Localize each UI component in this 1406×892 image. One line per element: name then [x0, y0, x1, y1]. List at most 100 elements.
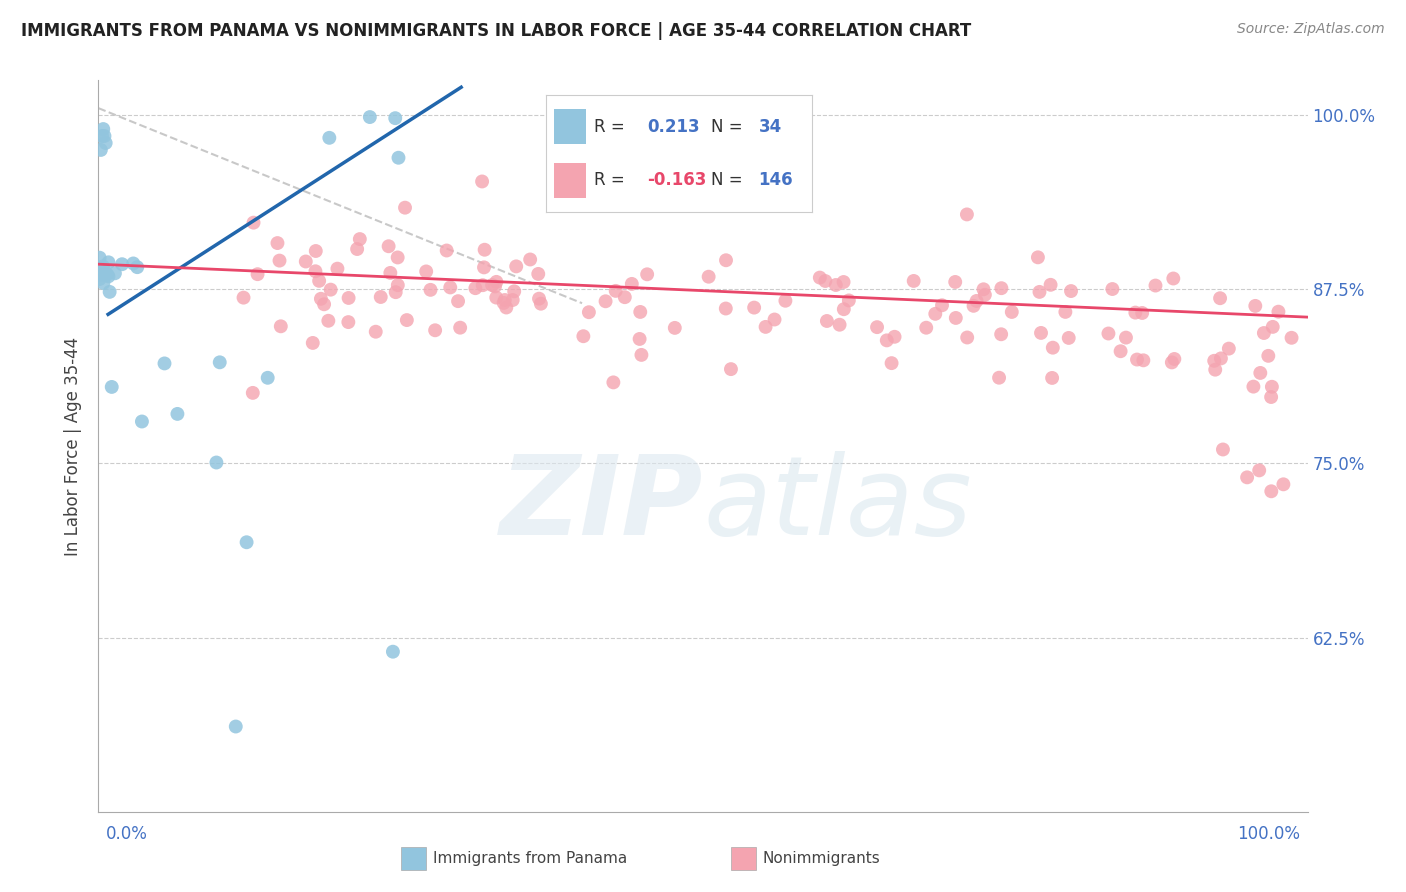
Point — [1261, 319, 1284, 334]
Point — [97, 255, 120, 269]
Point — [1026, 250, 1049, 264]
Point — [755, 319, 778, 334]
Point — [326, 261, 349, 276]
Text: 100.0%: 100.0% — [1237, 825, 1301, 843]
Point — [96, 268, 118, 282]
Point — [808, 270, 831, 285]
Point — [636, 268, 658, 282]
Point — [931, 298, 953, 312]
Point — [380, 266, 402, 280]
Point — [903, 274, 925, 288]
Point — [309, 292, 332, 306]
Point — [915, 320, 938, 334]
Point — [595, 294, 617, 309]
Point — [1039, 277, 1062, 292]
Point — [628, 305, 651, 319]
Point — [387, 151, 409, 165]
Point — [1101, 282, 1123, 296]
Point — [308, 274, 330, 288]
Point — [1281, 331, 1303, 345]
Point — [527, 292, 550, 306]
Point — [1144, 278, 1167, 293]
Point — [166, 407, 188, 421]
Point — [235, 535, 257, 549]
Point — [89, 251, 111, 265]
Point — [1260, 390, 1282, 404]
Point — [242, 216, 264, 230]
Point — [127, 260, 149, 275]
Point — [1109, 344, 1132, 359]
Point — [318, 314, 340, 328]
Text: Source: ZipAtlas.com: Source: ZipAtlas.com — [1237, 22, 1385, 37]
Point — [266, 235, 288, 250]
Point — [370, 290, 392, 304]
Point — [270, 319, 292, 334]
Point — [990, 281, 1012, 295]
Point — [714, 301, 737, 316]
Point — [94, 268, 117, 282]
Point — [225, 719, 247, 733]
Point — [620, 277, 643, 291]
Point — [1204, 353, 1226, 368]
Point — [814, 274, 837, 288]
Point — [763, 312, 786, 326]
Point — [394, 201, 416, 215]
Point — [90, 268, 112, 282]
Point — [628, 332, 651, 346]
Point — [305, 244, 328, 258]
Point — [1218, 342, 1240, 356]
Point — [1267, 304, 1289, 318]
Point — [697, 269, 720, 284]
Point — [439, 280, 461, 294]
Point — [832, 275, 855, 289]
Point — [381, 645, 404, 659]
Point — [720, 362, 742, 376]
Point — [387, 251, 409, 265]
Point — [1260, 484, 1282, 499]
Point — [93, 128, 115, 143]
Point — [572, 329, 595, 343]
Text: Nonimmigrants: Nonimmigrants — [762, 851, 880, 866]
Point — [294, 254, 316, 268]
Point — [1249, 366, 1271, 380]
Point — [419, 283, 441, 297]
Point — [578, 305, 600, 319]
Point — [714, 253, 737, 268]
Point — [1126, 352, 1149, 367]
Point — [742, 301, 765, 315]
Point — [1212, 442, 1234, 457]
Point — [359, 110, 381, 124]
Point — [242, 385, 264, 400]
Point — [527, 267, 550, 281]
Point — [664, 321, 686, 335]
Point — [775, 293, 797, 308]
Point — [1028, 285, 1050, 299]
Point — [318, 131, 340, 145]
Point — [395, 313, 418, 327]
Point — [1115, 330, 1137, 344]
Point — [319, 283, 342, 297]
Point — [1261, 380, 1284, 394]
Point — [377, 239, 399, 253]
Point — [94, 136, 117, 150]
Text: Immigrants from Panama: Immigrants from Panama — [433, 851, 627, 866]
Point — [246, 267, 269, 281]
Point — [956, 207, 979, 221]
Point — [924, 307, 946, 321]
Point — [1057, 331, 1080, 345]
Point — [519, 252, 541, 267]
Point — [832, 302, 855, 317]
Point — [449, 320, 471, 334]
Point — [503, 285, 526, 299]
Point — [90, 143, 112, 157]
Point — [988, 370, 1011, 384]
Point — [269, 253, 291, 268]
Point — [122, 256, 145, 270]
Point — [471, 278, 494, 293]
Point — [98, 285, 121, 299]
Point — [990, 327, 1012, 342]
Point — [828, 318, 851, 332]
Point — [384, 111, 406, 125]
Point — [1130, 306, 1153, 320]
Point — [630, 348, 652, 362]
